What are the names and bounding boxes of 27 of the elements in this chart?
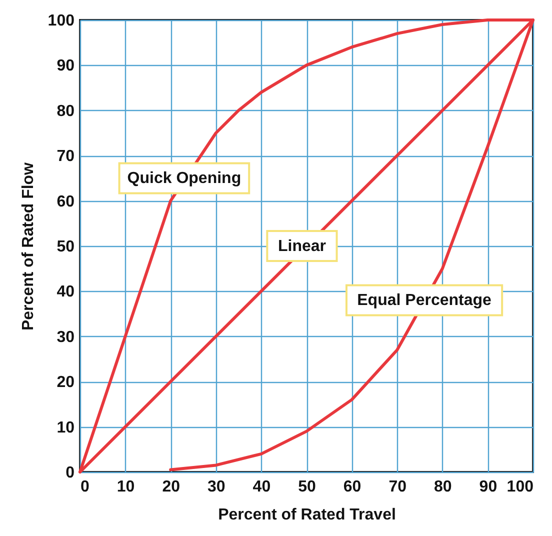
y-tick-label: 90 (56, 58, 75, 75)
x-tick-label: 20 (162, 478, 180, 496)
y-tick-label: 80 (56, 102, 75, 120)
y-tick-label: 40 (56, 284, 75, 301)
x-tick-label: 70 (388, 478, 407, 496)
annotation: Quick Opening (127, 170, 242, 188)
y-tick-label: 60 (56, 193, 75, 210)
y-axis-title: Percent of Rated Flow (20, 162, 37, 331)
y-tick-label: 30 (56, 328, 75, 346)
x-tick-label: 50 (298, 478, 316, 496)
annotation: Linear (278, 238, 326, 255)
y-tick-label: 70 (56, 148, 75, 166)
y-tick-label: 50 (56, 238, 75, 256)
y-tick-label: 20 (56, 374, 75, 392)
x-tick-label: 90 (479, 478, 498, 496)
y-tick-label: 100 (48, 12, 75, 30)
x-axis-title: Percent of Rated Travel (218, 506, 396, 524)
x-tick-label: 0 (80, 478, 90, 496)
x-tick-label: 40 (252, 478, 271, 496)
annotation: Equal Percentage (357, 292, 492, 310)
x-tick-label: 60 (343, 478, 362, 496)
x-tick-label: 80 (434, 478, 452, 496)
x-tick-label: 100 (506, 478, 534, 496)
x-tick-label: 30 (208, 478, 226, 496)
x-tick-label: 10 (116, 478, 135, 496)
y-tick-label: 0 (66, 464, 75, 482)
y-tick-label: 10 (56, 419, 75, 436)
